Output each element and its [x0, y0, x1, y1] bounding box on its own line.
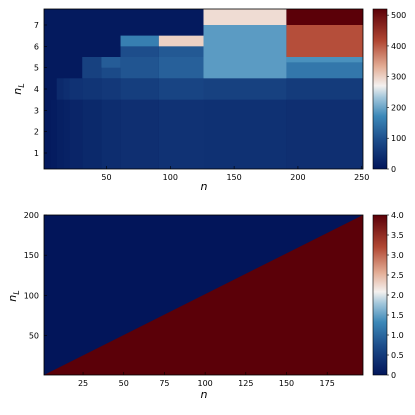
heatmap-cell	[158, 78, 204, 100]
heatmap-cell	[63, 78, 70, 100]
colorbar-tick-label: 3.0	[391, 251, 404, 260]
heatmap-cell	[44, 99, 51, 169]
heatmap-cell	[158, 57, 204, 79]
heatmap-cell	[101, 78, 121, 100]
colorbar-tick-label: 400	[391, 42, 406, 51]
heatmap-cell	[63, 78, 70, 169]
x-tick-label: 50	[101, 173, 111, 182]
y-tick-label: 4	[34, 85, 39, 94]
heatmap-cell	[286, 57, 363, 79]
x-tick-label: 175	[320, 379, 335, 388]
colorbar-tick-label: 200	[391, 103, 406, 112]
top-y-ticks: 1 2 3 4 5 6 7	[34, 21, 47, 158]
heatmap-cell	[101, 57, 121, 68]
heatmap-cell	[120, 78, 159, 100]
heatmap-cell	[69, 78, 83, 169]
heatmap-cell	[286, 78, 363, 100]
heatmap-cell	[56, 78, 64, 169]
heatmap-cell	[203, 78, 287, 100]
bottom-y-axis-label: nL	[6, 290, 21, 301]
colorbar-tick-label: 1.0	[391, 331, 404, 340]
x-tick-label: 25	[78, 379, 88, 388]
y-tick-label: 200	[24, 211, 39, 220]
heatmap-cell	[286, 57, 363, 63]
x-tick-label: 100	[163, 173, 178, 182]
bottom-chart: 25 50 75 100 125 150 175 50 100 150 200 n nL 0 0.5…	[6, 211, 404, 401]
heatmap-cell	[69, 78, 83, 100]
x-tick-label: 200	[290, 173, 305, 182]
heatmap-cell	[120, 57, 159, 79]
colorbar-tick-label: 3.5	[391, 231, 404, 240]
bottom-colorbar-ticks: 0 0.5 1.0 1.5 2.0 2.5 3.0 3.5 4.0	[387, 211, 404, 380]
heatmap-cell	[50, 99, 57, 169]
colorbar-tick-label: 2.5	[391, 271, 404, 280]
y-tick-label: 50	[29, 332, 39, 341]
top-x-axis-label: n	[201, 180, 208, 193]
x-tick-label: 250	[354, 173, 369, 182]
y-tick-label: 6	[34, 42, 39, 51]
colorbar-tick-label: 0	[391, 371, 396, 380]
y-tick-label: 5	[34, 64, 39, 73]
top-y-axis-label: nL	[11, 83, 26, 94]
heatmap-cell	[158, 35, 204, 47]
heatmap-cell	[286, 25, 363, 57]
heatmap-cell	[286, 9, 363, 25]
colorbar-tick-label: 1.5	[391, 311, 404, 320]
x-tick-label: 125	[238, 379, 253, 388]
colorbar-tick-label: 300	[391, 73, 406, 82]
x-tick-label: 75	[159, 379, 169, 388]
heatmap-cell	[203, 9, 287, 25]
colorbar-tick-label: 2.0	[391, 291, 404, 300]
y-tick-label: 1	[34, 149, 39, 158]
colorbar-tick-label: 0	[391, 165, 396, 174]
colorbar-tick-label: 4.0	[391, 211, 404, 220]
y-tick-label: 3	[34, 106, 39, 115]
y-tick-label: 150	[24, 251, 39, 260]
heatmap-cell	[56, 78, 64, 100]
x-tick-label: 150	[226, 173, 241, 182]
y-tick-label: 100	[24, 291, 39, 300]
colorbar-tick-label: 100	[391, 134, 406, 143]
bottom-y-ticks: 50 100 150 200	[24, 211, 47, 341]
x-tick-label: 100	[197, 379, 212, 388]
y-tick-label: 7	[34, 21, 39, 30]
heatmap-cell	[82, 57, 102, 79]
x-tick-label: 50	[119, 379, 129, 388]
top-x-ticks: 50 100 150 200 250	[101, 166, 369, 182]
heatmap-cell	[203, 25, 287, 79]
top-chart: 50 100 150 200 250 1 2 3 4 5 6 7 n nL 0 100 200 300 40…	[11, 8, 406, 193]
heatmap-cell	[120, 35, 159, 47]
bottom-region-lower	[44, 215, 363, 375]
bottom-colorbar	[372, 214, 388, 376]
top-heatmap-cells	[44, 9, 363, 169]
colorbar-tick-label: 0.5	[391, 351, 404, 360]
colorbar-tick-label: 500	[391, 11, 406, 20]
top-colorbar-ticks: 0 100 200 300 400 500	[387, 11, 406, 174]
y-tick-label: 2	[34, 128, 39, 137]
x-tick-label: 150	[279, 379, 294, 388]
bottom-x-axis-label: n	[201, 388, 208, 401]
bottom-plot-frame	[43, 214, 364, 376]
bottom-x-ticks: 25 50 75 100 125 150 175	[78, 372, 335, 388]
heatmap-cell	[82, 78, 102, 100]
top-colorbar	[372, 8, 388, 170]
